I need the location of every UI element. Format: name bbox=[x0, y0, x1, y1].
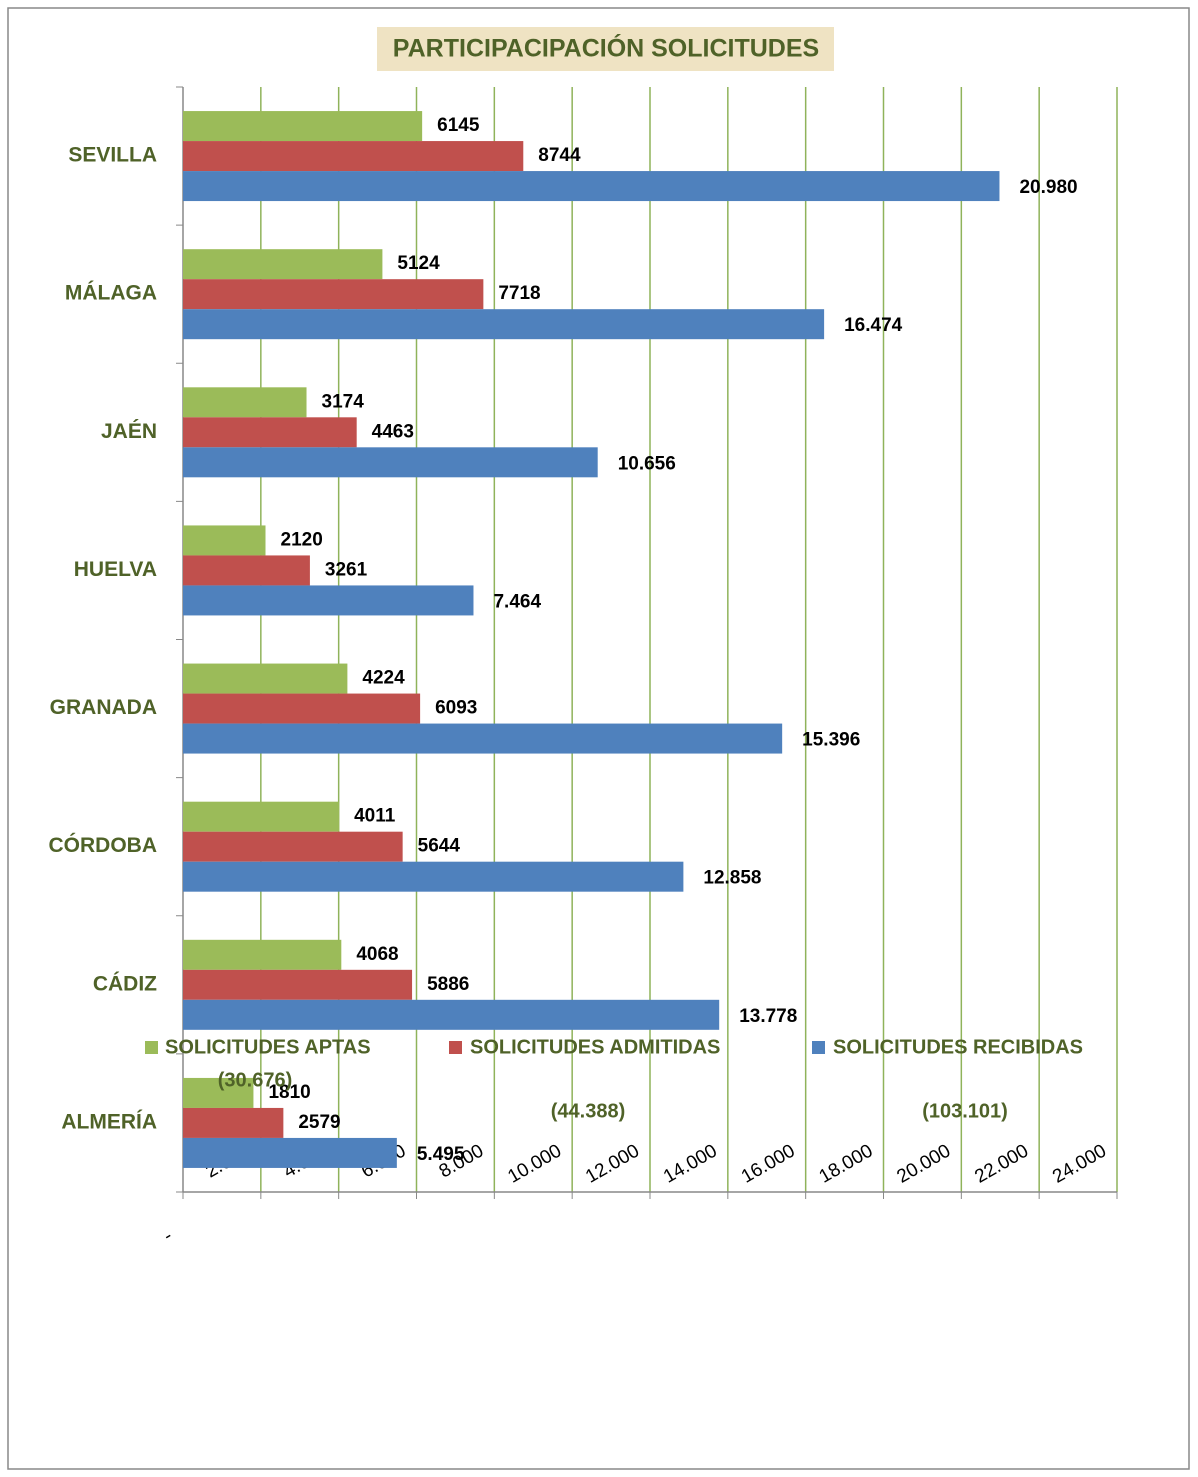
data-label: 4011 bbox=[354, 806, 396, 827]
data-label: 7.464 bbox=[493, 591, 541, 612]
data-label: 4224 bbox=[362, 668, 405, 689]
chart-title: PARTICIPACIPACIÓN SOLICITUDES bbox=[393, 33, 819, 63]
data-label: 5124 bbox=[397, 253, 440, 274]
legend-note: (103.101) bbox=[922, 1100, 1008, 1122]
bar bbox=[183, 1137, 397, 1168]
legend-swatch bbox=[812, 1041, 825, 1054]
data-label: 2579 bbox=[298, 1112, 340, 1133]
data-label: 1810 bbox=[268, 1082, 310, 1103]
bar bbox=[183, 693, 421, 724]
bar bbox=[183, 801, 340, 832]
data-label: 10.656 bbox=[618, 453, 676, 474]
data-label: 15.396 bbox=[802, 730, 860, 751]
data-label: 5886 bbox=[427, 974, 469, 995]
bar bbox=[183, 969, 413, 1000]
legend-swatch bbox=[449, 1041, 462, 1054]
category-label: GRANADA bbox=[50, 696, 157, 719]
data-label: 5644 bbox=[418, 836, 461, 857]
category-label: JAÉN bbox=[101, 420, 157, 443]
legend-label: SOLICITUDES RECIBIDAS bbox=[833, 1036, 1083, 1058]
category-label: HUELVA bbox=[74, 558, 157, 581]
data-label: 16.474 bbox=[844, 315, 903, 336]
bar bbox=[183, 939, 342, 970]
data-label: 13.778 bbox=[739, 1006, 797, 1027]
category-label: SEVILLA bbox=[68, 144, 157, 167]
bar bbox=[183, 663, 348, 694]
data-label: 4068 bbox=[356, 944, 398, 965]
bar bbox=[183, 861, 684, 892]
legend-note: (30.676) bbox=[218, 1069, 293, 1091]
bar bbox=[183, 111, 423, 142]
bar bbox=[183, 525, 266, 556]
category-label: MÁLAGA bbox=[65, 282, 157, 305]
data-label: 2120 bbox=[281, 529, 323, 550]
bar bbox=[183, 1107, 284, 1138]
data-label: 5.495 bbox=[417, 1144, 465, 1165]
data-label: 7718 bbox=[498, 283, 540, 304]
bar bbox=[183, 141, 524, 172]
bar bbox=[183, 249, 383, 280]
bar bbox=[183, 309, 825, 340]
legend-label: SOLICITUDES APTAS bbox=[165, 1036, 371, 1058]
bar bbox=[183, 447, 598, 478]
bar bbox=[183, 999, 720, 1030]
bar bbox=[183, 387, 307, 418]
legend-swatch bbox=[145, 1041, 158, 1054]
data-label: 3261 bbox=[325, 559, 368, 580]
legend-label: SOLICITUDES ADMITIDAS bbox=[470, 1036, 720, 1058]
category-label: CÁDIZ bbox=[93, 972, 157, 995]
bar bbox=[183, 1077, 254, 1108]
data-label: 6093 bbox=[435, 698, 477, 719]
bar bbox=[183, 171, 1000, 202]
data-label: 3174 bbox=[322, 391, 365, 412]
category-label: CÓRDOBA bbox=[49, 833, 158, 857]
bar bbox=[183, 831, 403, 862]
bar bbox=[183, 555, 310, 586]
data-label: 20.980 bbox=[1019, 177, 1077, 198]
legend-note: (44.388) bbox=[551, 1100, 626, 1122]
title-box bbox=[377, 27, 834, 71]
bar bbox=[183, 417, 357, 448]
category-label: ALMERÍA bbox=[61, 1110, 157, 1133]
bar bbox=[183, 279, 484, 310]
bar bbox=[183, 585, 474, 616]
data-label: 12.858 bbox=[703, 868, 761, 889]
bar bbox=[183, 723, 783, 754]
data-label: 4463 bbox=[372, 421, 414, 442]
data-label: 8744 bbox=[538, 145, 581, 166]
data-label: 6145 bbox=[437, 115, 480, 136]
